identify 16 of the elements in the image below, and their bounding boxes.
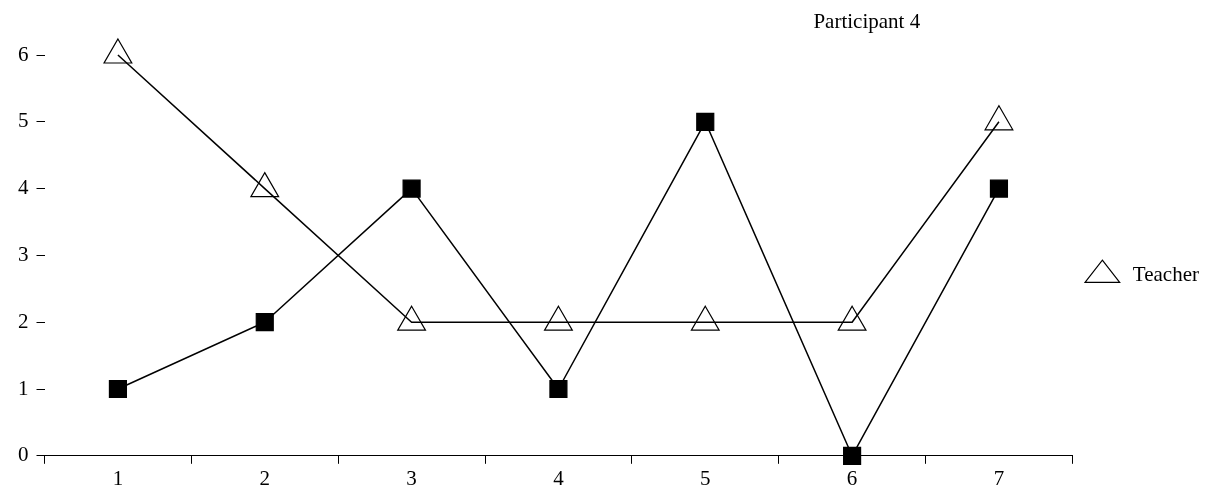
x-tick-label: 7 <box>993 465 1005 490</box>
x-tick-label: 6 <box>846 465 858 490</box>
legend-label: Teacher <box>1132 261 1200 286</box>
x-tick-label: 4 <box>553 465 565 490</box>
y-tick-label: 3 <box>18 241 29 266</box>
y-tick-label: 2 <box>18 308 29 333</box>
y-tick-label: 5 <box>18 108 29 133</box>
y-tick-label: 0 <box>18 442 29 467</box>
chart-title: Participant 4 <box>813 8 921 33</box>
x-tick-label: 1 <box>112 465 124 490</box>
y-tick-label: 1 <box>18 375 29 400</box>
x-tick-label: 2 <box>259 465 271 490</box>
y-tick-label: 6 <box>18 41 29 66</box>
x-tick-label: 5 <box>700 465 711 490</box>
x-tick-label: 3 <box>406 465 417 490</box>
y-tick-label: 4 <box>18 175 29 200</box>
